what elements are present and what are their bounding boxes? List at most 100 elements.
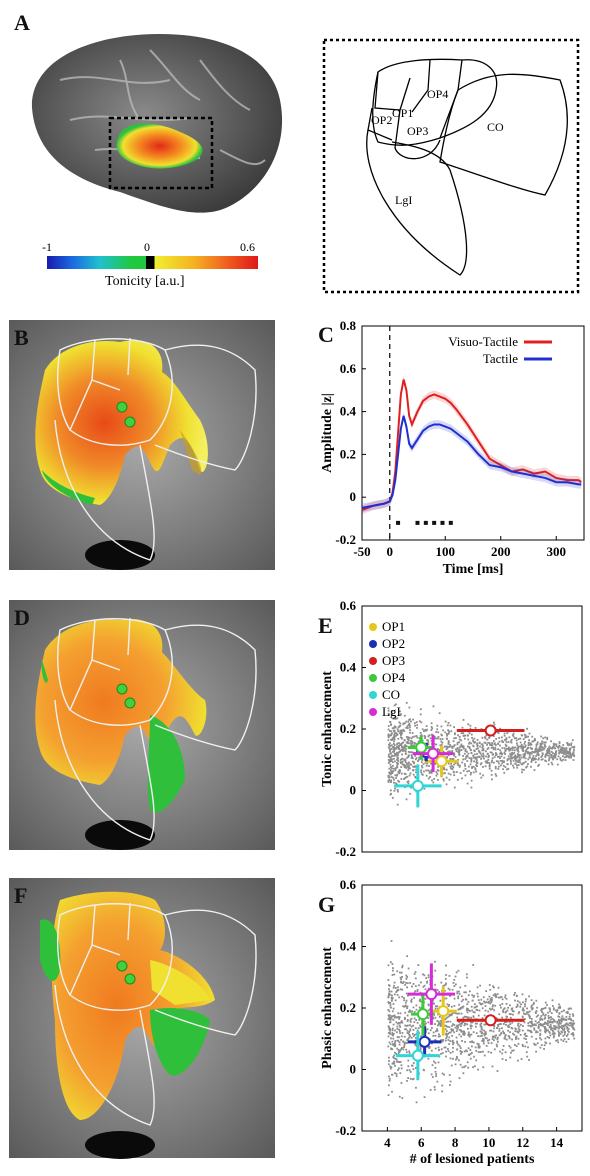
legend-marker (369, 640, 377, 648)
panel-d-map (9, 600, 275, 850)
legend-label: OP3 (382, 653, 405, 668)
x-tick-label: 4 (384, 1135, 391, 1150)
x-tick-label: 14 (550, 1135, 564, 1150)
y-tick-label: 0 (350, 1062, 357, 1077)
legend-label: OP4 (382, 670, 406, 685)
colorbar-max: 0.6 (240, 240, 255, 254)
y-tick-label: 0.4 (340, 939, 357, 954)
y-axis-label: Tonic enhancement (320, 671, 335, 787)
brain-surface (31, 34, 283, 213)
legend-marker (369, 691, 377, 699)
legend-label: OP2 (382, 636, 405, 651)
panel-label-c: C (318, 322, 334, 347)
colorbar-title: Tonicity [a.u.] (105, 274, 185, 289)
panel-label-b: B (14, 325, 29, 350)
x-tick-label: 12 (516, 1135, 529, 1150)
y-tick-label: -0.2 (335, 1123, 356, 1138)
panel-label-g: G (318, 892, 336, 917)
point-lgi (425, 988, 438, 1001)
legend-marker (369, 623, 377, 631)
y-tick-label: 0.8 (340, 318, 357, 333)
vertex-cloud (387, 940, 576, 1104)
point-op1 (435, 755, 448, 768)
colorbar (47, 256, 258, 269)
x-tick-label: 8 (452, 1135, 459, 1150)
legend-label: CO (382, 687, 400, 702)
panel-e-chart: 0.6 0.4 0.2 0 -0.2 OP1 OP2 OP3 OP4 CO LgI Tonic enh… (320, 598, 583, 859)
significance-marker (415, 520, 420, 525)
y-tick-label: 0.6 (340, 877, 357, 892)
panel-label-e: E (318, 613, 333, 638)
brain-inset-box (108, 116, 214, 190)
y-tick-label: 0 (350, 783, 357, 798)
series-ci-band (362, 375, 582, 515)
point-co (411, 779, 424, 792)
legend-label: Visuo-Tactile (448, 334, 518, 349)
y-tick-label: 0.4 (340, 404, 357, 419)
legend-marker (369, 708, 377, 716)
region-label-op3: OP3 (407, 124, 429, 138)
x-tick-label: 300 (547, 544, 567, 559)
point-co (411, 1049, 424, 1062)
series-line-tactile (361, 415, 582, 509)
y-tick-label: 0.6 (340, 598, 357, 613)
y-tick-label: 0 (350, 489, 357, 504)
legend-label: Tactile (483, 351, 518, 366)
x-tick-label: 0 (387, 544, 394, 559)
panel-f-map (9, 878, 275, 1159)
y-axis-label: Phasic enhancement (320, 947, 335, 1069)
y-tick-label: 0.2 (340, 446, 356, 461)
region-label-op4: OP4 (427, 87, 449, 101)
region-label-co: CO (487, 120, 504, 134)
region-outlines (366, 58, 568, 276)
legend-label: LgI (382, 704, 401, 719)
x-tick-label: 10 (482, 1135, 495, 1150)
region-label-lgi: LgI (395, 193, 413, 207)
legend-label: OP1 (382, 619, 405, 634)
y-tick-label: 0.2 (340, 1000, 356, 1015)
region-label-op1: OP1 (392, 106, 414, 120)
y-tick-label: 0.4 (340, 660, 357, 675)
series-ci-band (362, 411, 582, 513)
series-line-visuo-tactile (361, 379, 582, 511)
panel-b-map (9, 320, 275, 570)
point-op3 (484, 1014, 497, 1027)
panel-label-f: F (14, 883, 28, 908)
point-op3 (484, 724, 497, 737)
significance-marker (432, 520, 437, 525)
colorbar-mid: 0 (144, 240, 150, 254)
y-tick-label: -0.2 (335, 532, 356, 547)
x-tick-label: -50 (353, 544, 370, 559)
significance-marker (423, 520, 428, 525)
legend-marker (369, 657, 377, 665)
brain-sulci (59, 49, 266, 166)
panel-label-a: A (14, 10, 30, 35)
x-axis-label: Time [ms] (443, 562, 504, 577)
legend-marker (369, 674, 377, 682)
significance-marker (448, 520, 453, 525)
plot-frame (361, 325, 585, 541)
point-op1 (437, 1005, 450, 1018)
panel-a-graphic (31, 34, 580, 294)
point-op2 (418, 1035, 431, 1048)
y-tick-label: 0.6 (340, 361, 357, 376)
brain-activation (116, 123, 203, 169)
point-op4 (416, 1008, 429, 1021)
region-label-op2: OP2 (371, 113, 393, 127)
x-axis-label: # of lesioned patients (410, 1152, 535, 1167)
x-tick-label: 200 (491, 544, 511, 559)
y-tick-label: -0.2 (335, 844, 356, 859)
panel-label-d: D (14, 605, 30, 630)
point-lgi (427, 747, 440, 760)
panel-c-chart: 0.8 0.6 0.4 0.2 0 -0.2-50 0 100 200 300 Visuo-Tact… (320, 318, 585, 577)
significance-marker (396, 520, 401, 525)
y-tick-label: 0.2 (340, 721, 356, 736)
y-axis-label: Amplitude |z| (320, 393, 335, 473)
x-tick-label: 100 (436, 544, 456, 559)
significance-marker (440, 520, 445, 525)
inset-frame (322, 38, 580, 294)
colorbar-min: -1 (42, 240, 52, 254)
x-tick-label: 6 (418, 1135, 425, 1150)
